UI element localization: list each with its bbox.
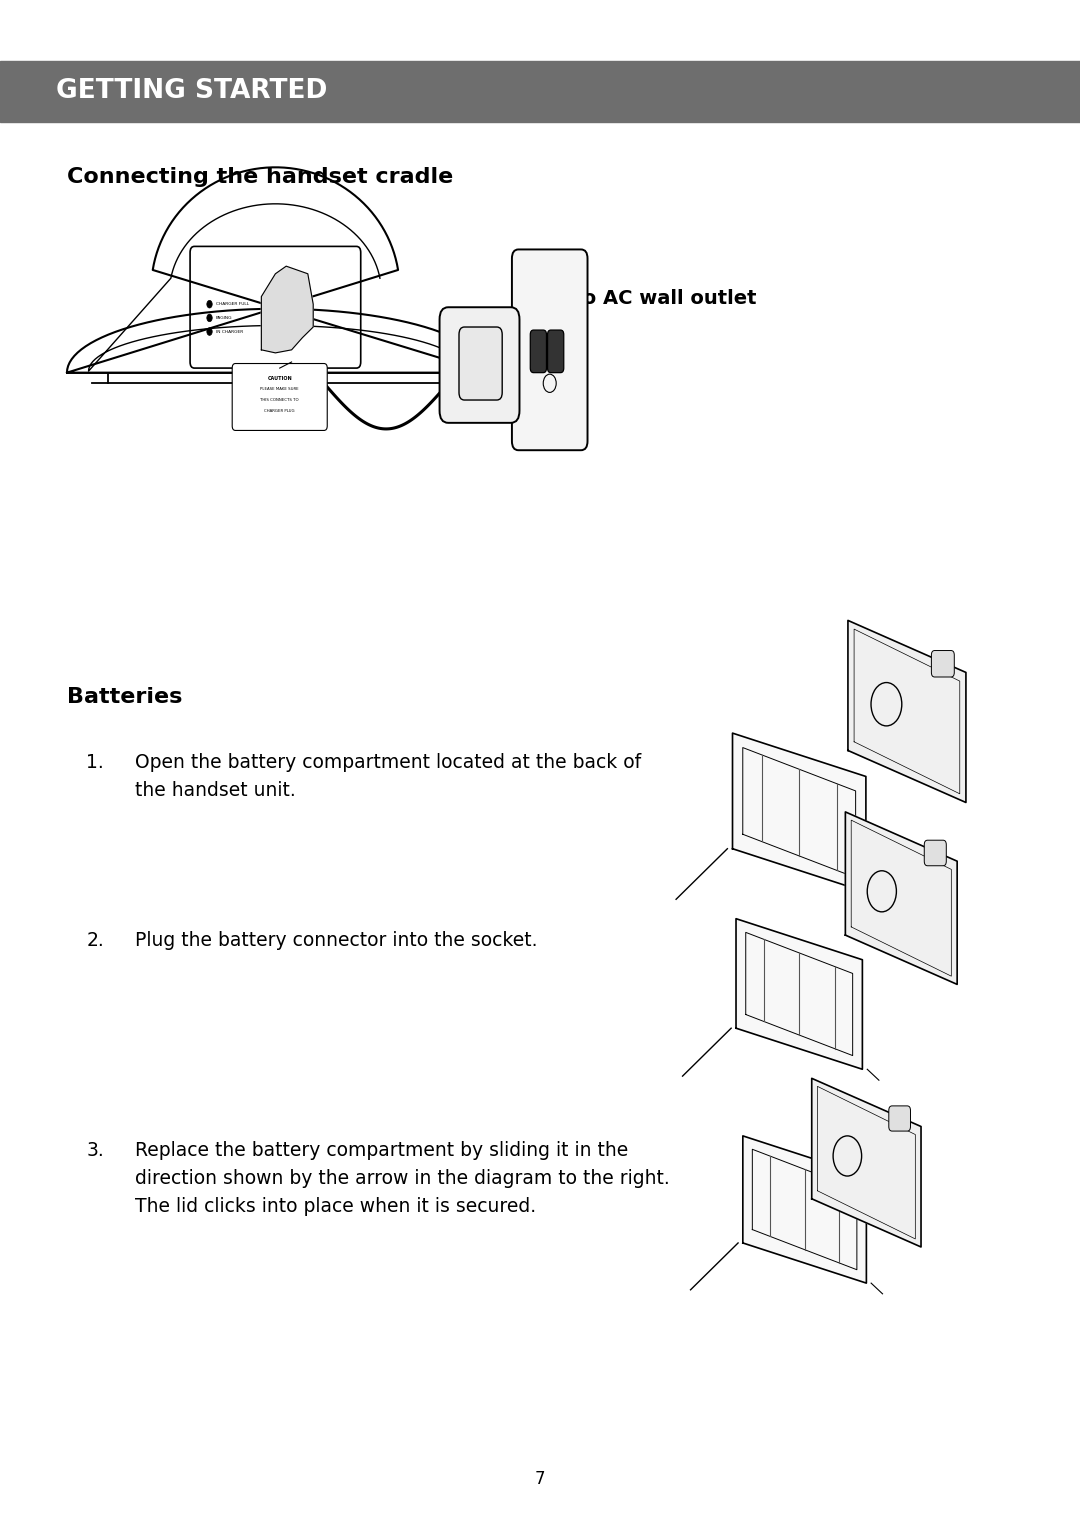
Text: 2.: 2.: [86, 931, 104, 949]
FancyBboxPatch shape: [548, 330, 564, 373]
Text: Connecting the handset cradle: Connecting the handset cradle: [67, 167, 454, 187]
Bar: [0, 61, 1080, 122]
Text: PLEASE MAKE SURE: PLEASE MAKE SURE: [260, 388, 299, 391]
Text: To AC wall outlet: To AC wall outlet: [572, 289, 757, 307]
FancyBboxPatch shape: [232, 364, 327, 430]
Polygon shape: [846, 812, 957, 984]
Text: GETTING STARTED: GETTING STARTED: [56, 78, 327, 105]
Text: PAGING: PAGING: [216, 316, 232, 319]
Text: Open the battery compartment located at the back of
the handset unit.: Open the battery compartment located at …: [135, 753, 642, 800]
Text: CHARGER PLUG: CHARGER PLUG: [265, 409, 295, 412]
Text: 1.: 1.: [86, 753, 104, 771]
Circle shape: [207, 313, 212, 321]
Polygon shape: [743, 1136, 866, 1284]
FancyBboxPatch shape: [530, 330, 546, 373]
Text: IN CHARGER: IN CHARGER: [216, 330, 243, 333]
Text: 7: 7: [535, 1469, 545, 1488]
Polygon shape: [261, 266, 313, 353]
FancyBboxPatch shape: [924, 840, 946, 865]
Text: 3.: 3.: [86, 1141, 104, 1159]
Text: Replace the battery compartment by sliding it in the
direction shown by the arro: Replace the battery compartment by slidi…: [135, 1141, 670, 1215]
Text: CAUTION: CAUTION: [268, 376, 292, 382]
Text: CHARGER FULL: CHARGER FULL: [216, 303, 249, 306]
Text: Plug the battery connector into the socket.: Plug the battery connector into the sock…: [135, 931, 538, 949]
Polygon shape: [848, 621, 966, 803]
FancyBboxPatch shape: [889, 1106, 910, 1132]
Circle shape: [207, 301, 212, 307]
Polygon shape: [812, 1078, 921, 1247]
Text: Batteries: Batteries: [67, 687, 183, 707]
FancyBboxPatch shape: [931, 651, 955, 677]
Polygon shape: [737, 919, 862, 1069]
FancyBboxPatch shape: [440, 307, 519, 423]
Circle shape: [207, 327, 212, 335]
Polygon shape: [732, 733, 866, 891]
FancyBboxPatch shape: [512, 249, 588, 450]
Text: THIS CONNECTS TO: THIS CONNECTS TO: [260, 399, 299, 402]
FancyBboxPatch shape: [459, 327, 502, 400]
